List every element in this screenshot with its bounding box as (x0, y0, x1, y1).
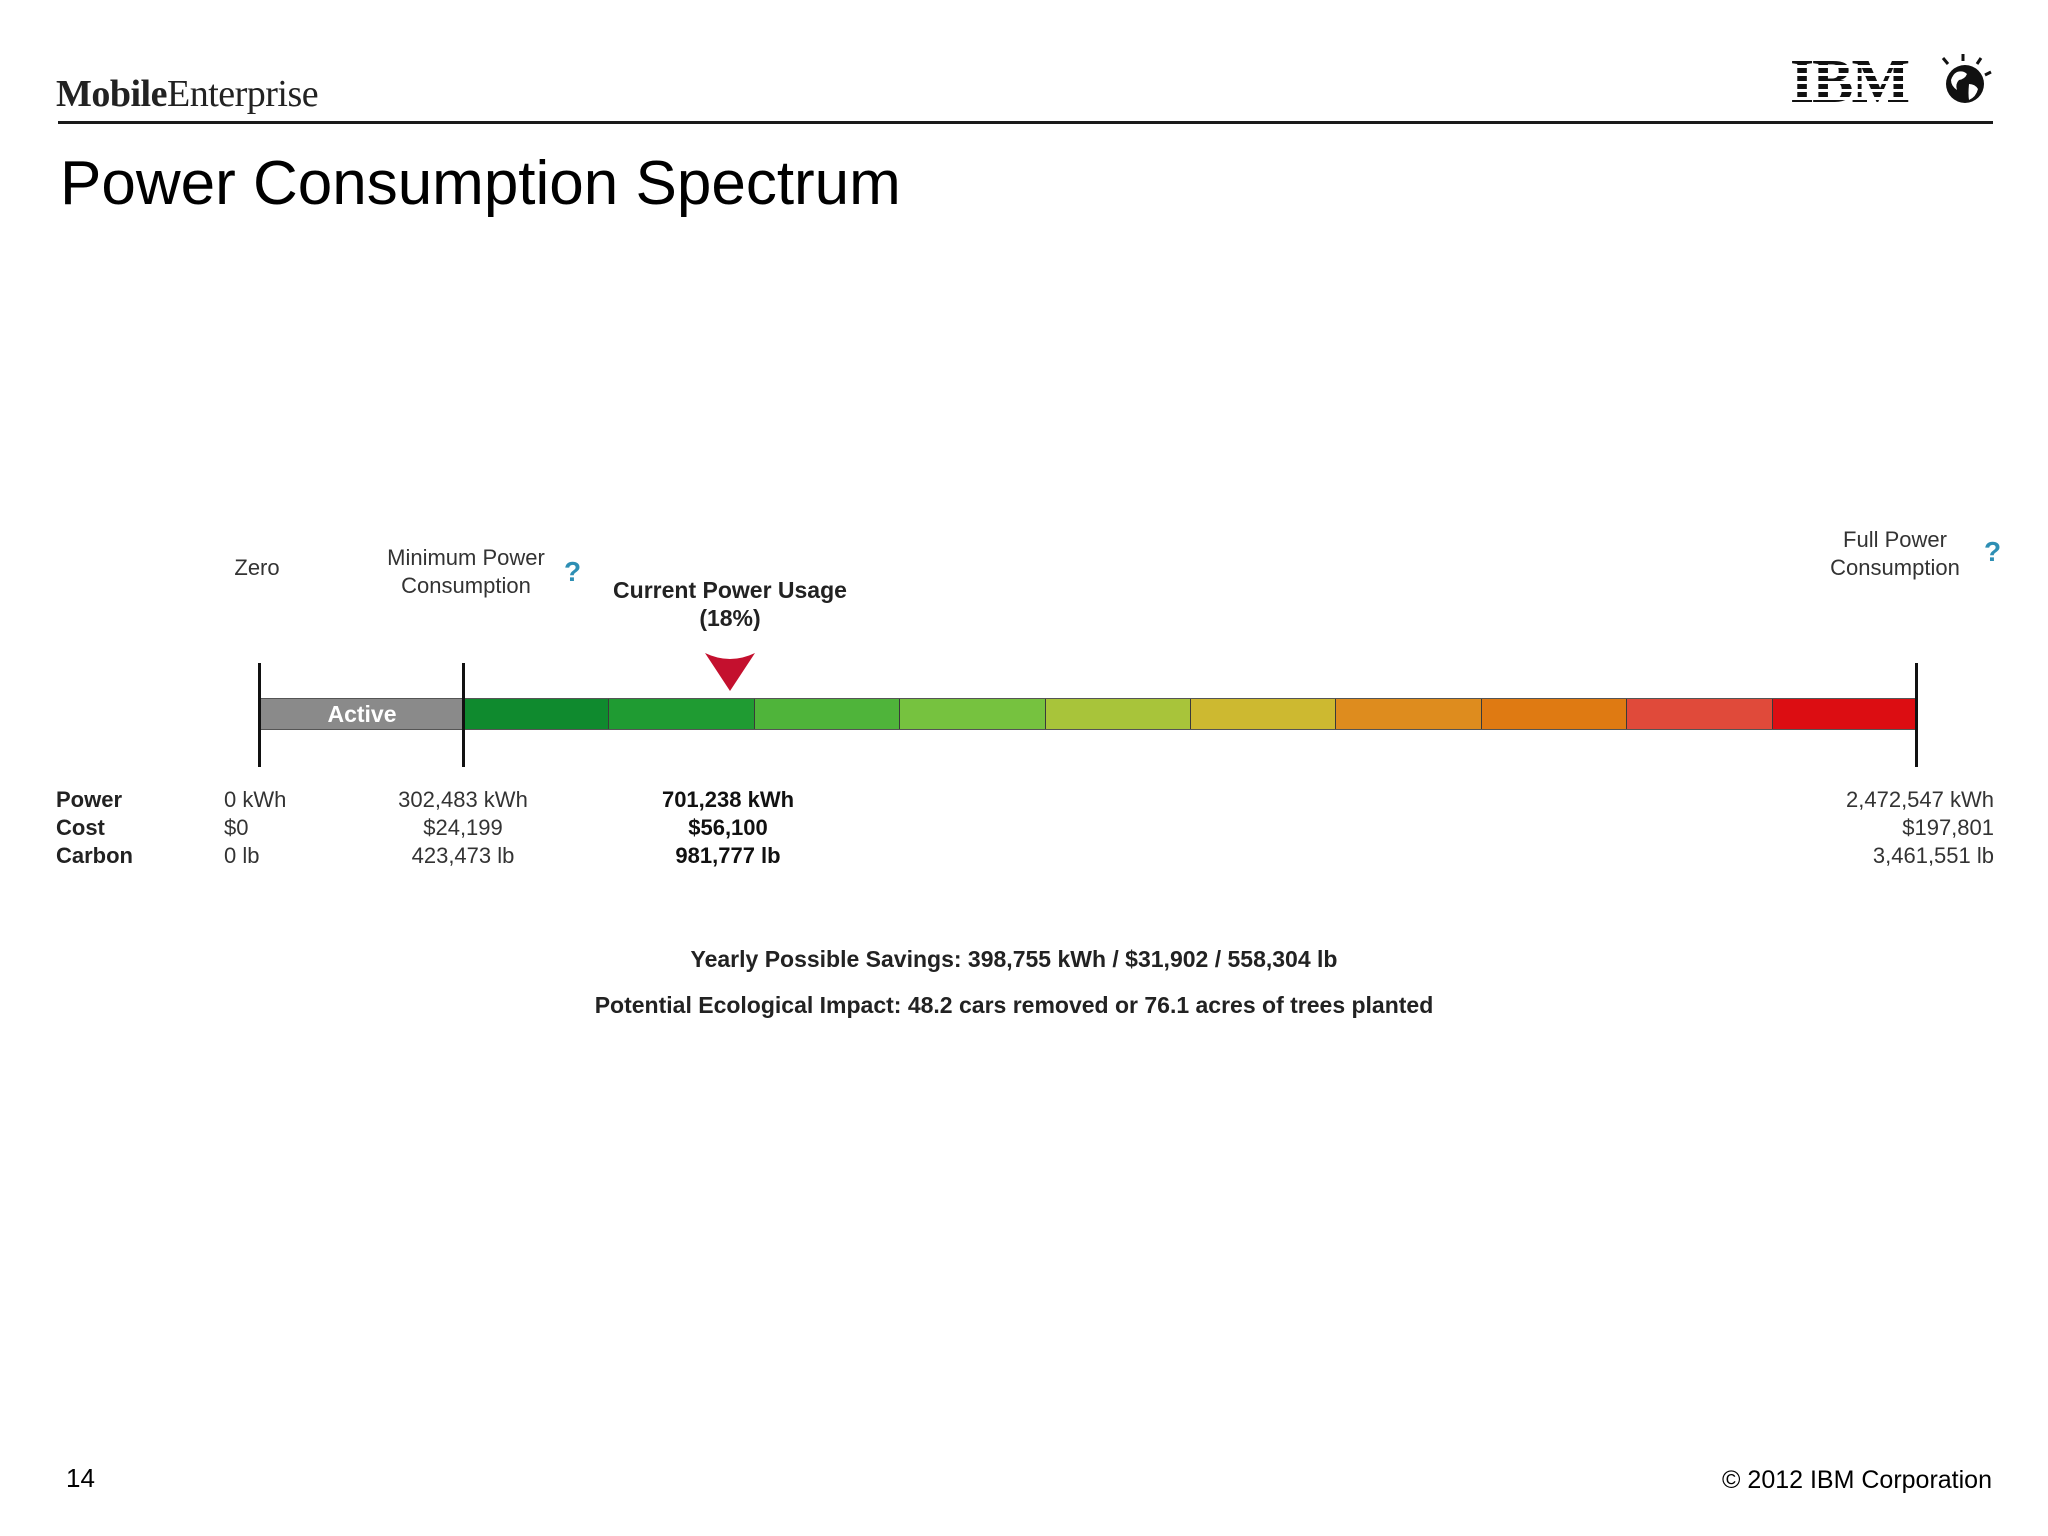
ecological-impact-text: Potential Ecological Impact: 48.2 cars r… (594, 992, 1434, 1018)
row-label-carbon: Carbon (56, 843, 133, 868)
label-current-line1: Current Power Usage (613, 577, 847, 603)
ibm-logo: IBM (1790, 52, 1992, 114)
full-power-value: 2,472,547 kWh (1846, 787, 1994, 812)
label-current-power-usage: Current Power Usage (18%) (600, 576, 860, 632)
globe-icon (1941, 54, 1992, 103)
current-power-value: 701,238 kWh (661, 787, 795, 812)
spectrum-segment (1481, 699, 1628, 729)
label-zero: Zero (234, 555, 280, 580)
spectrum-segment (1627, 699, 1773, 729)
active-segment: Active (261, 699, 464, 729)
label-minimum-line2: Consumption (401, 573, 531, 598)
spectrum-segment (900, 699, 1046, 729)
zero-tick (258, 663, 261, 767)
zero-carbon-value: 0 lb (224, 843, 260, 868)
row-labels: Power Cost Carbon (56, 786, 133, 870)
minimum-carbon-value: 423,473 lb (411, 843, 515, 868)
spectrum-segment (1772, 699, 1918, 729)
page-title: Power Consumption Spectrum (60, 149, 901, 218)
full-help-icon[interactable]: ? (1984, 536, 2002, 567)
label-full-line1: Full Power (1843, 527, 1947, 552)
zero-cost-value: $0 (224, 815, 249, 840)
label-minimum-line1: Minimum Power (387, 545, 545, 570)
brand-bold-text: Mobile (56, 73, 167, 115)
brand-regular-text: Enterprise (166, 73, 319, 115)
full-tick (1915, 663, 1918, 767)
label-minimum-power: Minimum Power Consumption (372, 544, 560, 600)
copyright-text: © 2012 IBM Corporation (1722, 1466, 1992, 1494)
label-full-power: Full Power Consumption (1820, 526, 1970, 582)
spectrum-segment (1336, 699, 1482, 729)
spectrum-segment (754, 699, 901, 729)
header-rule (58, 121, 1993, 124)
minimum-help-icon[interactable]: ? (564, 556, 582, 587)
brand-wordmark: MobileEnterprise (56, 72, 319, 116)
spectrum-bar: Active (260, 698, 1918, 730)
full-values: 2,472,547 kWh $197,801 3,461,551 lb (1780, 786, 1994, 870)
spectrum-segment (1191, 699, 1337, 729)
spectrum-segment (464, 699, 610, 729)
current-cost-value: $56,100 (688, 815, 768, 840)
current-values: 701,238 kWh $56,100 981,777 lb (640, 786, 816, 870)
current-usage-marker-icon (705, 653, 755, 691)
row-label-cost: Cost (56, 815, 105, 840)
row-label-power: Power (56, 787, 123, 812)
full-carbon-value: 3,461,551 lb (1872, 843, 1994, 868)
minimum-power-value: 302,483 kWh (398, 787, 528, 812)
ibm-logo-text: IBM (1790, 52, 1908, 114)
active-segment-label: Active (327, 700, 397, 727)
spectrum-segment (1045, 699, 1192, 729)
yearly-savings-text: Yearly Possible Savings: 398,755 kWh / $… (690, 946, 1338, 972)
full-cost-value: $197,801 (1902, 815, 1994, 840)
zero-power-value: 0 kWh (224, 787, 287, 812)
minimum-cost-value: $24,199 (423, 815, 503, 840)
minimum-values: 302,483 kWh $24,199 423,473 lb (380, 786, 546, 870)
spectrum-segment (609, 699, 755, 729)
zero-values: 0 kWh $0 0 lb (224, 786, 286, 870)
current-carbon-value: 981,777 lb (675, 843, 781, 868)
label-current-line2: (18%) (699, 605, 761, 631)
minimum-tick (462, 663, 465, 767)
label-full-line2: Consumption (1830, 555, 1960, 580)
page-number: 14 (66, 1463, 95, 1493)
